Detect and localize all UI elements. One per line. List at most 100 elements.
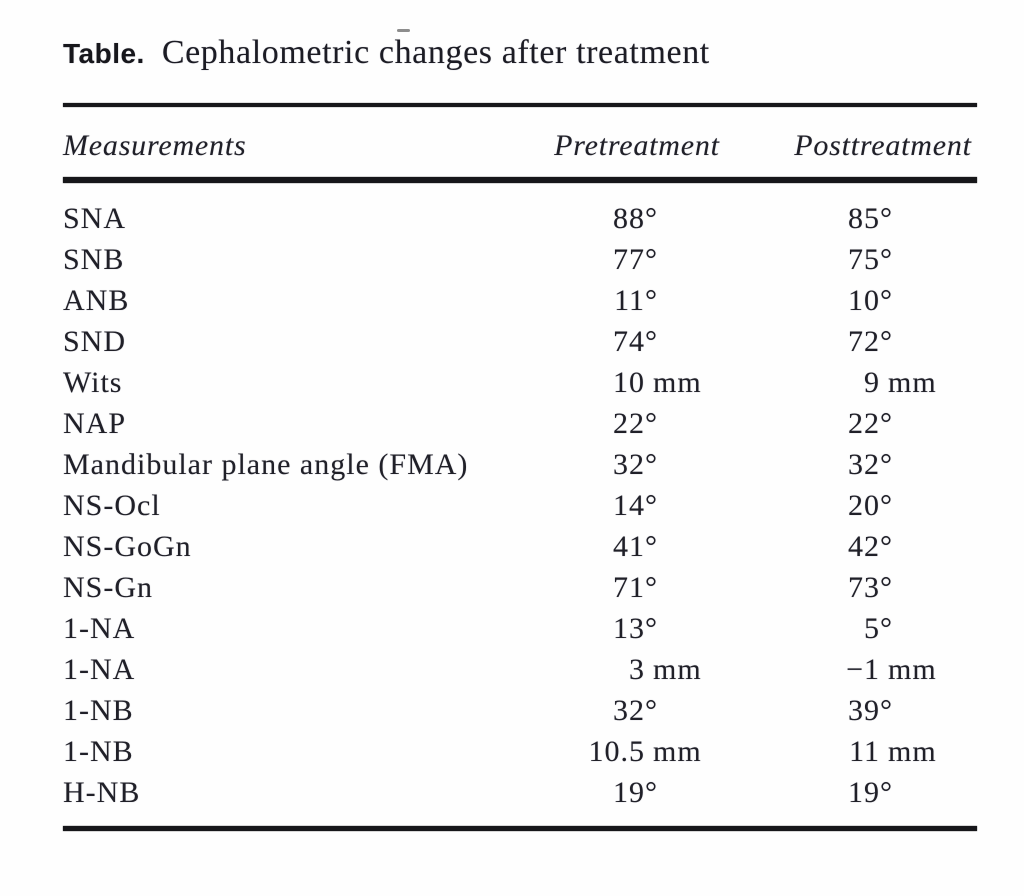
value-number: 74 — [613, 324, 645, 358]
pretreatment-value: 19 ° — [532, 776, 742, 810]
posttreatment-value: 19 ° — [742, 776, 977, 810]
table-row: SNA 88 ° 85 ° — [63, 198, 977, 239]
value-unit: ° — [645, 570, 658, 604]
value-unit: ° — [645, 324, 658, 358]
value-number: 77 — [613, 242, 645, 276]
table-title-caption: Cephalometric changes after treatment — [161, 34, 710, 71]
value-number: 11 — [849, 734, 880, 768]
value-number: 10 — [613, 365, 645, 399]
value-unit: ° — [880, 611, 893, 645]
posttreatment-value: 22 ° — [742, 407, 977, 441]
table-row: NS-Gn 71 ° 73 ° — [63, 567, 977, 608]
pretreatment-value: 3 mm — [532, 653, 742, 687]
posttreatment-value: 72 ° — [742, 325, 977, 359]
value-unit: ° — [645, 201, 658, 235]
measurement-cell: Wits — [63, 365, 123, 399]
measurement-cell: Mandibular plane angle (FMA) — [63, 447, 469, 481]
value-unit: mm — [888, 734, 937, 768]
pretreatment-value: 32 ° — [532, 694, 742, 728]
table-row: Mandibular plane angle (FMA) 32 ° 32 ° — [63, 444, 977, 485]
value-number: 10.5 — [588, 734, 645, 768]
value-number: 5 — [864, 611, 880, 645]
posttreatment-value: 75 ° — [742, 243, 977, 277]
value-number: 32 — [613, 447, 645, 481]
pretreatment-value: 77 ° — [532, 243, 742, 277]
value-number: 75 — [848, 242, 880, 276]
value-number: 10 — [848, 283, 880, 317]
value-number: 22 — [848, 406, 880, 440]
table-row: NAP 22 ° 22 ° — [63, 403, 977, 444]
pretreatment-value: 10.5 mm — [532, 735, 742, 769]
table-row: 1-NB 10.5 mm 11 mm — [63, 731, 977, 772]
value-unit: mm — [653, 652, 702, 686]
pretreatment-value: 88 ° — [532, 202, 742, 236]
measurement-cell: SND — [63, 324, 127, 358]
table-header-row: Measurements Pretreatment Posttreatment — [63, 126, 977, 166]
value-unit: ° — [880, 570, 893, 604]
pretreatment-value: 41 ° — [532, 530, 742, 564]
bottom-rule — [63, 826, 977, 831]
pretreatment-value: 71 ° — [532, 571, 742, 605]
posttreatment-value: 11 mm — [742, 735, 977, 769]
pretreatment-value: 32 ° — [532, 448, 742, 482]
table-row: Wits 10 mm 9 mm — [63, 362, 977, 403]
pretreatment-value: 11 ° — [532, 284, 742, 318]
value-number: 42 — [848, 529, 880, 563]
value-number: 85 — [848, 201, 880, 235]
value-number: 19 — [848, 775, 880, 809]
value-number: 71 — [613, 570, 645, 604]
value-unit: mm — [653, 365, 702, 399]
posttreatment-value: 5 ° — [742, 612, 977, 646]
measurement-cell: SNB — [63, 242, 125, 276]
value-number: 32 — [613, 693, 645, 727]
table-title-label: Table. — [63, 38, 145, 69]
value-number: 39 — [848, 693, 880, 727]
column-header-measurements: Measurements — [63, 129, 247, 162]
measurement-cell: ANB — [63, 283, 130, 317]
posttreatment-value: 42 ° — [742, 530, 977, 564]
value-unit: ° — [880, 693, 893, 727]
value-unit: mm — [888, 652, 937, 686]
value-unit: ° — [645, 693, 658, 727]
column-header-posttreatment: Posttreatment — [794, 129, 972, 162]
value-unit: ° — [645, 283, 658, 317]
measurement-cell: 1-NB — [63, 734, 134, 768]
measurement-cell: 1-NA — [63, 611, 136, 645]
value-unit: ° — [645, 775, 658, 809]
measurement-cell: NS-GoGn — [63, 529, 192, 563]
value-number: 32 — [848, 447, 880, 481]
value-number: 19 — [613, 775, 645, 809]
top-rule — [63, 103, 977, 107]
value-unit: ° — [880, 447, 893, 481]
value-number: 72 — [848, 324, 880, 358]
value-unit: ° — [880, 324, 893, 358]
posttreatment-value: 32 ° — [742, 448, 977, 482]
scan-artifact-mark — [397, 29, 410, 32]
value-number: 22 — [613, 406, 645, 440]
table-row: 1-NA 3 mm −1 mm — [63, 649, 977, 690]
value-unit: ° — [880, 488, 893, 522]
posttreatment-value: −1 mm — [742, 653, 977, 687]
table-title: Table. Cephalometric changes after treat… — [63, 34, 977, 72]
header-rule — [63, 177, 977, 183]
value-unit: ° — [880, 406, 893, 440]
table-row: SNB 77 ° 75 ° — [63, 239, 977, 280]
measurement-cell: SNA — [63, 201, 127, 235]
value-number: 11 — [614, 283, 645, 317]
table-row: ANB 11 ° 10 ° — [63, 280, 977, 321]
pretreatment-value: 74 ° — [532, 325, 742, 359]
value-number: 41 — [613, 529, 645, 563]
column-header-pretreatment: Pretreatment — [554, 129, 720, 162]
table-row: NS-Ocl 14 ° 20 ° — [63, 485, 977, 526]
measurement-cell: NS-Ocl — [63, 488, 161, 522]
measurement-cell: NS-Gn — [63, 570, 154, 604]
posttreatment-value: 85 ° — [742, 202, 977, 236]
value-number: 14 — [613, 488, 645, 522]
value-unit: mm — [888, 365, 937, 399]
table-row: SND 74 ° 72 ° — [63, 321, 977, 362]
measurement-cell: 1-NB — [63, 693, 134, 727]
value-unit: ° — [645, 447, 658, 481]
table-body: SNA 88 ° 85 ° SNB 77 ° 75 ° ANB 11 ° 10 ° SND 74 ° 72 ° Wits… — [63, 198, 977, 813]
value-unit: ° — [880, 201, 893, 235]
value-unit: ° — [880, 283, 893, 317]
